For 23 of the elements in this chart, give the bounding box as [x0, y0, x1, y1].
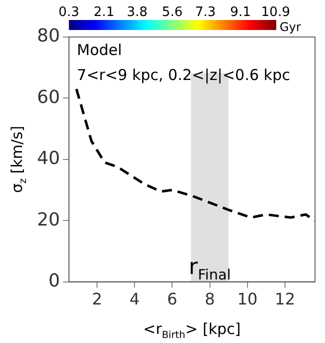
y-tick-label: 80: [37, 26, 60, 47]
y-tick-label: 40: [37, 148, 60, 170]
color-bar-label: 3.8: [126, 5, 148, 20]
y-axis-title: σz [km/s]: [8, 126, 29, 194]
annotation: Model: [76, 41, 122, 59]
y-tick-label: 20: [37, 209, 60, 230]
color-bar-label: 5.6: [162, 5, 183, 20]
color-bar-label: 9.1: [230, 5, 251, 20]
x-tick-label: 2: [92, 290, 102, 309]
color-bar-label: 0.3: [58, 5, 80, 20]
x-tick-label: 12: [274, 290, 296, 309]
color-bar-title: Gyr: [280, 20, 302, 34]
x-tick-label: 10: [237, 290, 258, 309]
x-tick-label: 8: [204, 290, 215, 309]
color-bar-label: 7.3: [195, 5, 216, 20]
y-tick-label: 60: [37, 86, 60, 108]
color-bar-label: 10.9: [261, 5, 290, 20]
line-series: [75, 88, 315, 222]
color-bar-label: 2.1: [94, 5, 114, 20]
x-tick-label: 4: [130, 290, 140, 309]
x-tick-label: 6: [167, 290, 178, 309]
annotation: 7<r<9 kpc, 0.2<|z|<0.6 kpc: [76, 66, 290, 84]
y-tick-label: 0: [48, 270, 60, 292]
